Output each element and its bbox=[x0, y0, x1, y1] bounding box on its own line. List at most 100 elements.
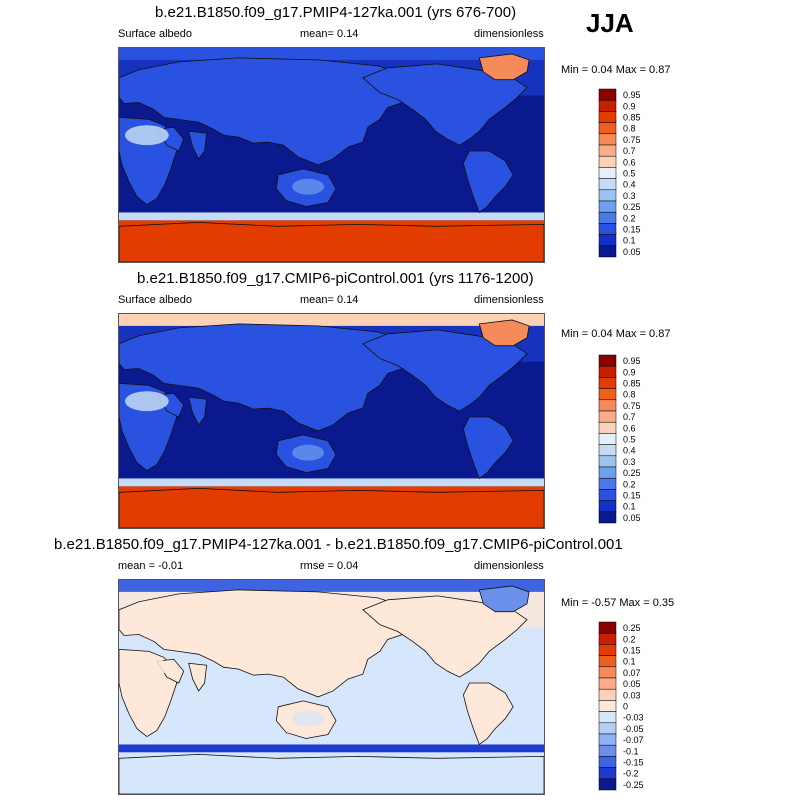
australian-interior-region bbox=[292, 178, 325, 195]
colorbar-swatch bbox=[598, 122, 617, 135]
south-america-landmass bbox=[462, 150, 514, 214]
colorbar-tick-label: 0.4 bbox=[623, 446, 636, 456]
colorbar-swatch bbox=[598, 111, 617, 123]
colorbar-swatch bbox=[598, 677, 617, 690]
colorbar-swatch bbox=[598, 399, 617, 412]
colorbar-swatch bbox=[598, 722, 617, 735]
colorbar-swatch bbox=[598, 433, 617, 445]
sea-ice-edge-band bbox=[119, 478, 544, 487]
colorbar-swatch bbox=[598, 444, 617, 457]
map-canvas bbox=[119, 314, 544, 528]
colorbar-swatch bbox=[598, 200, 617, 213]
colorbar-tick-label: 0.15 bbox=[623, 646, 641, 656]
map-canvas bbox=[119, 48, 544, 262]
colorbar-tick-label: -0.03 bbox=[623, 713, 644, 723]
colorbar-tick-label: -0.1 bbox=[623, 746, 639, 756]
colorbar-swatch bbox=[598, 655, 617, 668]
colorbar-tick-label: 0.3 bbox=[623, 191, 636, 201]
australian-interior-region bbox=[292, 710, 325, 727]
colorbar-tick-label: 0.9 bbox=[623, 367, 636, 377]
south-america-landmass bbox=[462, 416, 514, 480]
arctic-band bbox=[119, 48, 544, 60]
greenland-landmass bbox=[478, 53, 530, 81]
colorbar-swatch bbox=[598, 99, 617, 112]
colorbar-tick-label: 0.05 bbox=[623, 247, 641, 257]
greenland-landmass bbox=[478, 585, 530, 613]
colorbar-swatch bbox=[598, 621, 617, 634]
colorbar-swatch bbox=[598, 167, 617, 179]
colorbar-swatch bbox=[598, 489, 617, 501]
arctic-band bbox=[119, 314, 544, 326]
colorbar-tick-label: 0.2 bbox=[623, 213, 636, 223]
colorbar-swatch bbox=[598, 155, 617, 168]
colorbar-tick-label: 0.8 bbox=[623, 390, 636, 400]
colorbar-canvas: 0.950.9 0.850.80.750.70.6 0.50.40.30.250.2… bbox=[598, 88, 641, 258]
europe-asia-landmass bbox=[119, 57, 419, 166]
southern-sea-ice-band bbox=[119, 220, 544, 262]
colorbar-tick-label: 0.25 bbox=[623, 202, 641, 212]
sahara-region bbox=[124, 125, 169, 146]
colorbar-tick-label: 0.05 bbox=[623, 679, 641, 689]
antarctica-landmass bbox=[119, 487, 544, 528]
colorbar-tick-label: 0.6 bbox=[623, 423, 636, 433]
arctic-band bbox=[119, 580, 544, 592]
colorbar-swatch bbox=[598, 477, 617, 490]
panel-title: b.e21.B1850.f09_g17.PMIP4-127ka.001 - b.… bbox=[54, 536, 623, 553]
colorbar-swatch bbox=[598, 88, 617, 101]
greenland-landmass bbox=[478, 319, 530, 347]
colorbar-swatch bbox=[598, 756, 617, 768]
colorbar-tick-label: -0.15 bbox=[623, 758, 644, 768]
colorbar-tick-label: 0.9 bbox=[623, 101, 636, 111]
mean-label: mean= 0.14 bbox=[300, 294, 359, 306]
colorbar-tick-label: 0.07 bbox=[623, 668, 641, 678]
colorbar: 0.95 0.9 0.85 0.8 0.75 0.7 0.6 0.5 0.4 0.3 0.25 0.2… bbox=[598, 354, 709, 525]
min-max-label: Min = 0.04 Max = 0.87 bbox=[561, 64, 671, 76]
colorbar-tick-label: -0.07 bbox=[623, 735, 644, 745]
sahara-region bbox=[124, 657, 169, 678]
colorbar-tick-label: 0.4 bbox=[623, 180, 636, 190]
colorbar-tick-label: 0.85 bbox=[623, 113, 641, 123]
units-label: dimensionless bbox=[474, 560, 544, 572]
southern-sea-ice-band bbox=[119, 486, 544, 528]
colorbar-tick-label: -0.25 bbox=[623, 780, 644, 790]
colorbar-tick-label: 0.15 bbox=[623, 491, 641, 501]
colorbar-swatch bbox=[598, 688, 617, 701]
australian-interior-region bbox=[292, 444, 325, 461]
mean-label: mean= 0.14 bbox=[300, 28, 359, 40]
season-label: JJA bbox=[586, 8, 634, 38]
colorbar-swatch bbox=[598, 644, 617, 656]
rmse-label: rmse = 0.04 bbox=[300, 560, 359, 572]
europe-asia-landmass bbox=[119, 589, 419, 698]
colorbar-swatch bbox=[598, 500, 617, 513]
colorbar-tick-label: 0.25 bbox=[623, 468, 641, 478]
colorbar-swatch bbox=[598, 700, 617, 712]
min-max-label: Min = 0.04 Max = 0.87 bbox=[561, 328, 671, 340]
colorbar-swatch bbox=[598, 144, 617, 157]
colorbar-tick-label: 0.5 bbox=[623, 435, 636, 445]
colorbar-swatch bbox=[598, 744, 617, 757]
north-america-landmass bbox=[362, 329, 528, 412]
colorbar-tick-label: 0.75 bbox=[623, 401, 641, 411]
colorbar-tick-label: 0.95 bbox=[623, 90, 641, 100]
panel-title: b.e21.B1850.f09_g17.CMIP6-piControl.001 … bbox=[137, 270, 534, 287]
colorbar-tick-label: 0.1 bbox=[623, 502, 636, 512]
colorbar-swatch bbox=[598, 778, 617, 791]
difference-map bbox=[118, 579, 545, 795]
colorbar-tick-label: 0.6 bbox=[623, 157, 636, 167]
north-america-landmass bbox=[362, 595, 528, 678]
sea-ice-edge-band bbox=[119, 744, 544, 753]
colorbar-tick-label: 0.85 bbox=[623, 379, 641, 389]
panel-title: b.e21.B1850.f09_g17.PMIP4-127ka.001 (yrs… bbox=[155, 4, 517, 21]
colorbar-swatch bbox=[598, 632, 617, 645]
colorbar-swatch bbox=[598, 365, 617, 378]
colorbar-tick-label: -0.2 bbox=[623, 769, 639, 779]
colorbar-swatch bbox=[598, 211, 617, 224]
colorbar-swatch bbox=[598, 410, 617, 423]
colorbar-swatch bbox=[598, 511, 617, 524]
north-america-landmass bbox=[362, 63, 528, 146]
colorbar-tick-label: 0.8 bbox=[623, 124, 636, 134]
colorbar-swatch bbox=[598, 234, 617, 247]
colorbar-tick-label: 0 bbox=[623, 702, 628, 712]
colorbar-tick-label: 0.3 bbox=[623, 457, 636, 467]
units-label: dimensionless bbox=[474, 294, 544, 306]
